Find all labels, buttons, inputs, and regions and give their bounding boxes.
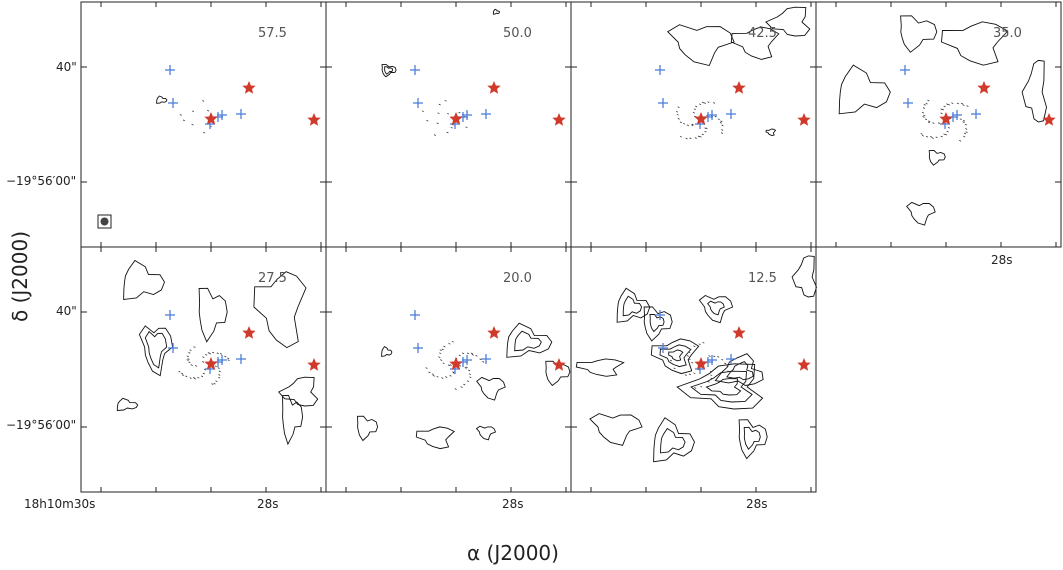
- ytick-label-top-dec: −19°56′00": [6, 174, 76, 188]
- channel-contours-0: [156, 95, 224, 134]
- x-axis-title: α (J2000): [467, 541, 559, 565]
- cross-icon: [165, 310, 175, 320]
- cross-icon: [236, 109, 246, 119]
- cross-icon: [707, 110, 717, 120]
- star-icon: [307, 358, 321, 371]
- cross-icon: [971, 109, 981, 119]
- cross-icon: [413, 98, 423, 108]
- channel-contours-5: [357, 322, 571, 450]
- cross-icon: [410, 310, 420, 320]
- star-icon: [242, 81, 256, 94]
- cross-icon: [462, 355, 472, 365]
- star-icon: [797, 113, 811, 126]
- star-icon: [552, 113, 566, 126]
- cross-icon: [952, 110, 962, 120]
- cross-icon: [481, 109, 491, 119]
- cross-icon: [168, 98, 178, 108]
- channel-velocity-label-0: 57.5: [258, 26, 287, 41]
- cross-icon: [165, 65, 175, 75]
- channel-panel-1: 50.0: [325, 1, 572, 248]
- xtick-label-ra-0: 18h10m30s: [24, 497, 95, 511]
- star-icon: [487, 81, 501, 94]
- cross-icon: [168, 343, 178, 353]
- channel-contours-4: [116, 259, 319, 446]
- channel-contours-2: [666, 6, 811, 140]
- cross-icon: [217, 355, 227, 365]
- channel-frame-4: [80, 246, 327, 493]
- star-icon: [242, 326, 256, 339]
- ytick-label-top-40: 40": [56, 60, 77, 74]
- cross-icon: [658, 98, 668, 108]
- xtick-label-ra-2: 28s: [502, 497, 524, 511]
- cross-icon: [413, 343, 423, 353]
- channel-velocity-label-1: 50.0: [503, 26, 532, 41]
- cross-icon: [707, 355, 717, 365]
- star-icon: [797, 358, 811, 371]
- star-icon: [939, 112, 953, 125]
- cross-icon: [726, 109, 736, 119]
- channel-frame-6: [570, 246, 817, 493]
- channel-panel-3: 35.0: [815, 1, 1062, 248]
- channel-panel-2: 42.5: [570, 1, 817, 248]
- star-icon: [204, 357, 218, 370]
- channel-panel-5: 20.0: [325, 246, 572, 493]
- star-icon: [732, 81, 746, 94]
- star-icon: [552, 358, 566, 371]
- star-icon: [694, 112, 708, 125]
- cross-icon: [481, 354, 491, 364]
- beam-icon: [97, 214, 112, 229]
- channel-panel-0: 57.5: [80, 1, 327, 248]
- channel-panel-4: 27.5: [80, 246, 327, 493]
- cross-icon: [903, 98, 913, 108]
- channel-frame-1: [325, 1, 572, 248]
- star-icon: [449, 112, 463, 125]
- star-icon: [449, 357, 463, 370]
- channel-velocity-label-6: 12.5: [748, 271, 777, 286]
- star-icon: [977, 81, 991, 94]
- cross-icon: [410, 65, 420, 75]
- star-icon: [694, 357, 708, 370]
- xtick-label-ra-3: 28s: [746, 497, 768, 511]
- star-icon: [204, 112, 218, 125]
- xtick-label-ra-1: 28s: [257, 497, 279, 511]
- channel-contours-6: [575, 255, 817, 463]
- cross-icon: [655, 310, 665, 320]
- cross-icon: [726, 354, 736, 364]
- xtick-label-ra-4: 28s: [991, 253, 1013, 267]
- channel-panel-6: 12.5: [570, 246, 817, 493]
- channel-frame-0: [80, 1, 327, 248]
- channel-frame-5: [325, 246, 572, 493]
- star-icon: [732, 326, 746, 339]
- cross-icon: [658, 343, 668, 353]
- channel-frame-3: [815, 1, 1062, 248]
- ytick-label-bottom-dec: −19°56′00": [6, 418, 76, 432]
- channel-velocity-label-5: 20.0: [503, 271, 532, 286]
- star-icon: [487, 326, 501, 339]
- channel-velocity-label-4: 27.5: [258, 271, 287, 286]
- cross-icon: [236, 354, 246, 364]
- cross-icon: [900, 65, 910, 75]
- channel-velocity-label-2: 42.5: [748, 26, 777, 41]
- cross-icon: [462, 110, 472, 120]
- channel-velocity-label-3: 35.0: [993, 26, 1022, 41]
- ytick-label-bottom-40: 40": [56, 304, 77, 318]
- channel-contours-1: [381, 8, 501, 136]
- star-icon: [307, 113, 321, 126]
- y-axis-title: δ (J2000): [8, 231, 32, 322]
- cross-icon: [217, 110, 227, 120]
- star-icon: [1042, 113, 1056, 126]
- channel-contours-3: [838, 15, 1047, 226]
- cross-icon: [655, 65, 665, 75]
